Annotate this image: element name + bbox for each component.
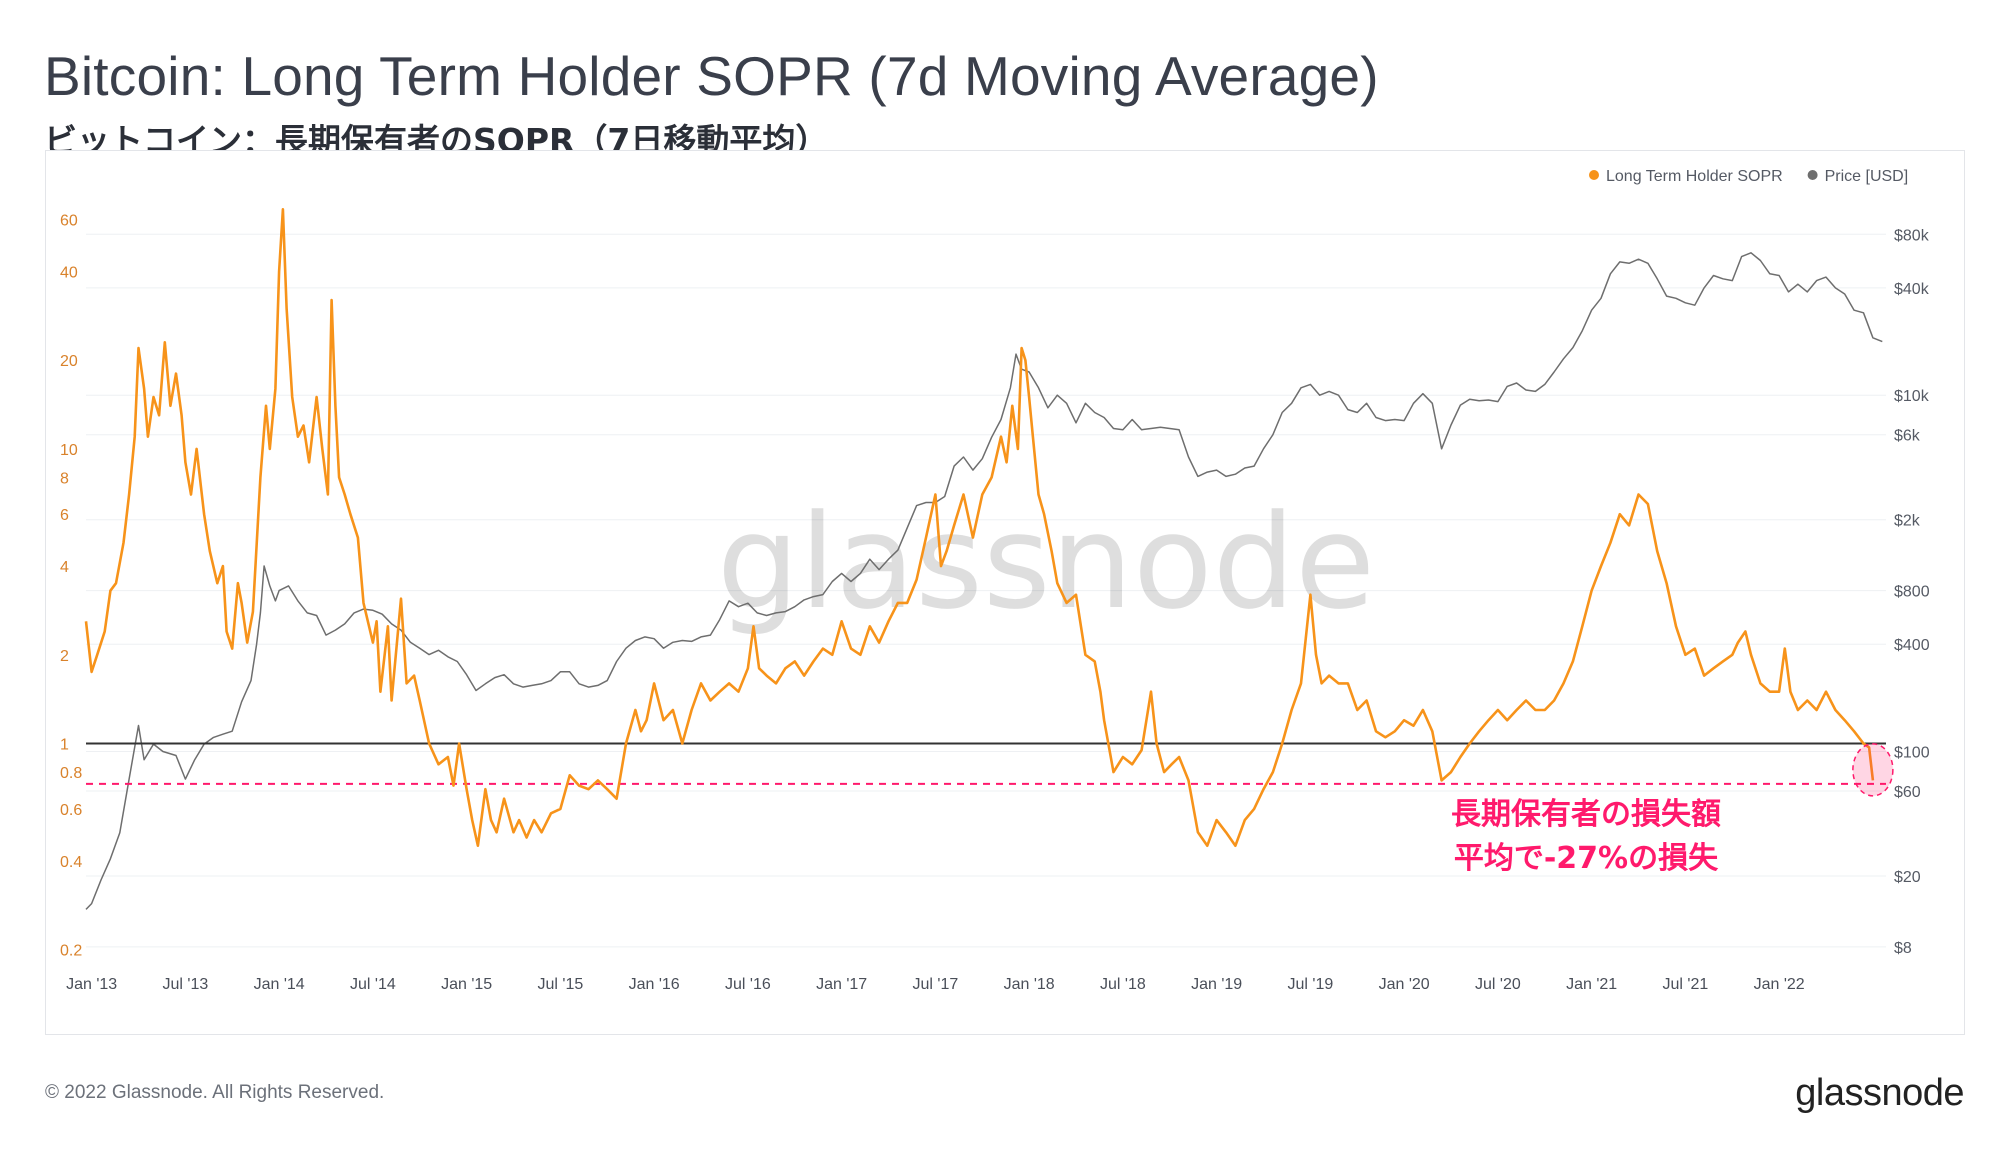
left-tick-label: 10 <box>60 442 78 459</box>
x-tick-label: Jan '17 <box>816 976 867 993</box>
highlight-circle <box>1852 743 1894 797</box>
chart-panel: glassnode 60 40 20 10 8 6 4 2 1 0.8 0.6 0.4 0.2 $80k… <box>45 150 1965 1035</box>
chart-title: Bitcoin: Long Term Holder SOPR (7d Movin… <box>44 45 1379 107</box>
price-line <box>85 252 1883 910</box>
right-tick-label: $20 <box>1894 869 1921 886</box>
left-tick-label: 40 <box>60 264 78 281</box>
x-tick-label: Jan '15 <box>441 976 492 993</box>
right-tick-label: $80k <box>1894 227 1930 244</box>
x-tick-label: Jul '18 <box>1100 976 1146 993</box>
right-axis: $80k $40k $10k $6k $2k $800 $400 $100 $60 $20 $8 <box>1894 227 1930 957</box>
left-tick-label: 60 <box>60 213 78 230</box>
x-tick-label: Jan '21 <box>1566 976 1617 993</box>
x-tick-label: Jan '20 <box>1379 976 1430 993</box>
legend-swatch <box>1589 170 1599 180</box>
copyright-text: © 2022 Glassnode. All Rights Reserved. <box>45 1082 385 1103</box>
highlight-marker <box>1852 743 1894 797</box>
left-tick-label: 0.6 <box>60 802 82 819</box>
x-tick-label: Jul '14 <box>350 976 396 993</box>
x-tick-label: Jan '19 <box>1191 976 1242 993</box>
sopr-line <box>84 208 1875 847</box>
price-series <box>85 252 1883 910</box>
left-tick-label: 0.8 <box>60 765 82 782</box>
legend-swatch <box>1807 170 1818 180</box>
right-tick-label: $2k <box>1894 513 1921 530</box>
chart-svg: glassnode 60 40 20 10 8 6 4 2 1 0.8 0.6 0.4 0.2 $80k… <box>60 168 1930 993</box>
x-tick-label: Jul '21 <box>1663 976 1709 993</box>
x-tick-label: Jan '14 <box>254 976 305 993</box>
x-tick-label: Jul '20 <box>1475 976 1521 993</box>
annotation-line: 平均で-27%の損失 <box>1454 841 1719 876</box>
x-tick-label: Jul '16 <box>725 976 771 993</box>
annotation-line: 長期保有者の損失額 <box>1451 797 1721 832</box>
right-tick-label: $8 <box>1894 940 1912 957</box>
left-tick-label: 4 <box>60 559 69 576</box>
left-tick-label: 8 <box>60 470 69 487</box>
legend-label[interactable]: Long Term Holder SOPR <box>1606 168 1783 185</box>
right-tick-label: $10k <box>1894 388 1930 405</box>
right-tick-label: $100 <box>1894 745 1930 762</box>
left-tick-label: 6 <box>60 507 69 524</box>
grid-lines <box>86 233 1886 948</box>
glassnode-logo[interactable]: glassnode <box>1795 1072 1964 1114</box>
legend: Long Term Holder SOPR Price [USD] <box>1589 168 1908 185</box>
right-tick-label: $60 <box>1894 784 1921 801</box>
reference-lines <box>86 742 1886 785</box>
left-tick-label: 2 <box>60 648 69 665</box>
x-tick-label: Jul '19 <box>1288 976 1334 993</box>
right-tick-label: $6k <box>1894 428 1921 445</box>
x-tick-label: Jan '16 <box>629 976 680 993</box>
x-tick-label: Jul '17 <box>913 976 959 993</box>
left-tick-label: 1 <box>60 737 69 754</box>
x-tick-label: Jul '15 <box>538 976 584 993</box>
x-axis: Jan '13 Jul '13 Jan '14 Jul '14 Jan '15 Jul '… <box>66 976 1805 993</box>
left-tick-label: 20 <box>60 353 78 370</box>
sopr-series <box>84 208 1875 847</box>
x-tick-label: Jan '22 <box>1754 976 1805 993</box>
x-tick-label: Jul '13 <box>163 976 209 993</box>
right-tick-label: $40k <box>1894 281 1930 298</box>
right-tick-label: $800 <box>1894 584 1930 601</box>
right-tick-label: $400 <box>1894 637 1930 654</box>
left-tick-label: 0.4 <box>60 854 82 871</box>
left-tick-label: 0.2 <box>60 943 82 960</box>
watermark: glassnode <box>717 486 1375 638</box>
x-tick-label: Jan '18 <box>1004 976 1055 993</box>
left-axis: 60 40 20 10 8 6 4 2 1 0.8 0.6 0.4 0.2 <box>60 213 82 960</box>
legend-label[interactable]: Price [USD] <box>1825 168 1909 185</box>
x-tick-label: Jan '13 <box>66 976 117 993</box>
